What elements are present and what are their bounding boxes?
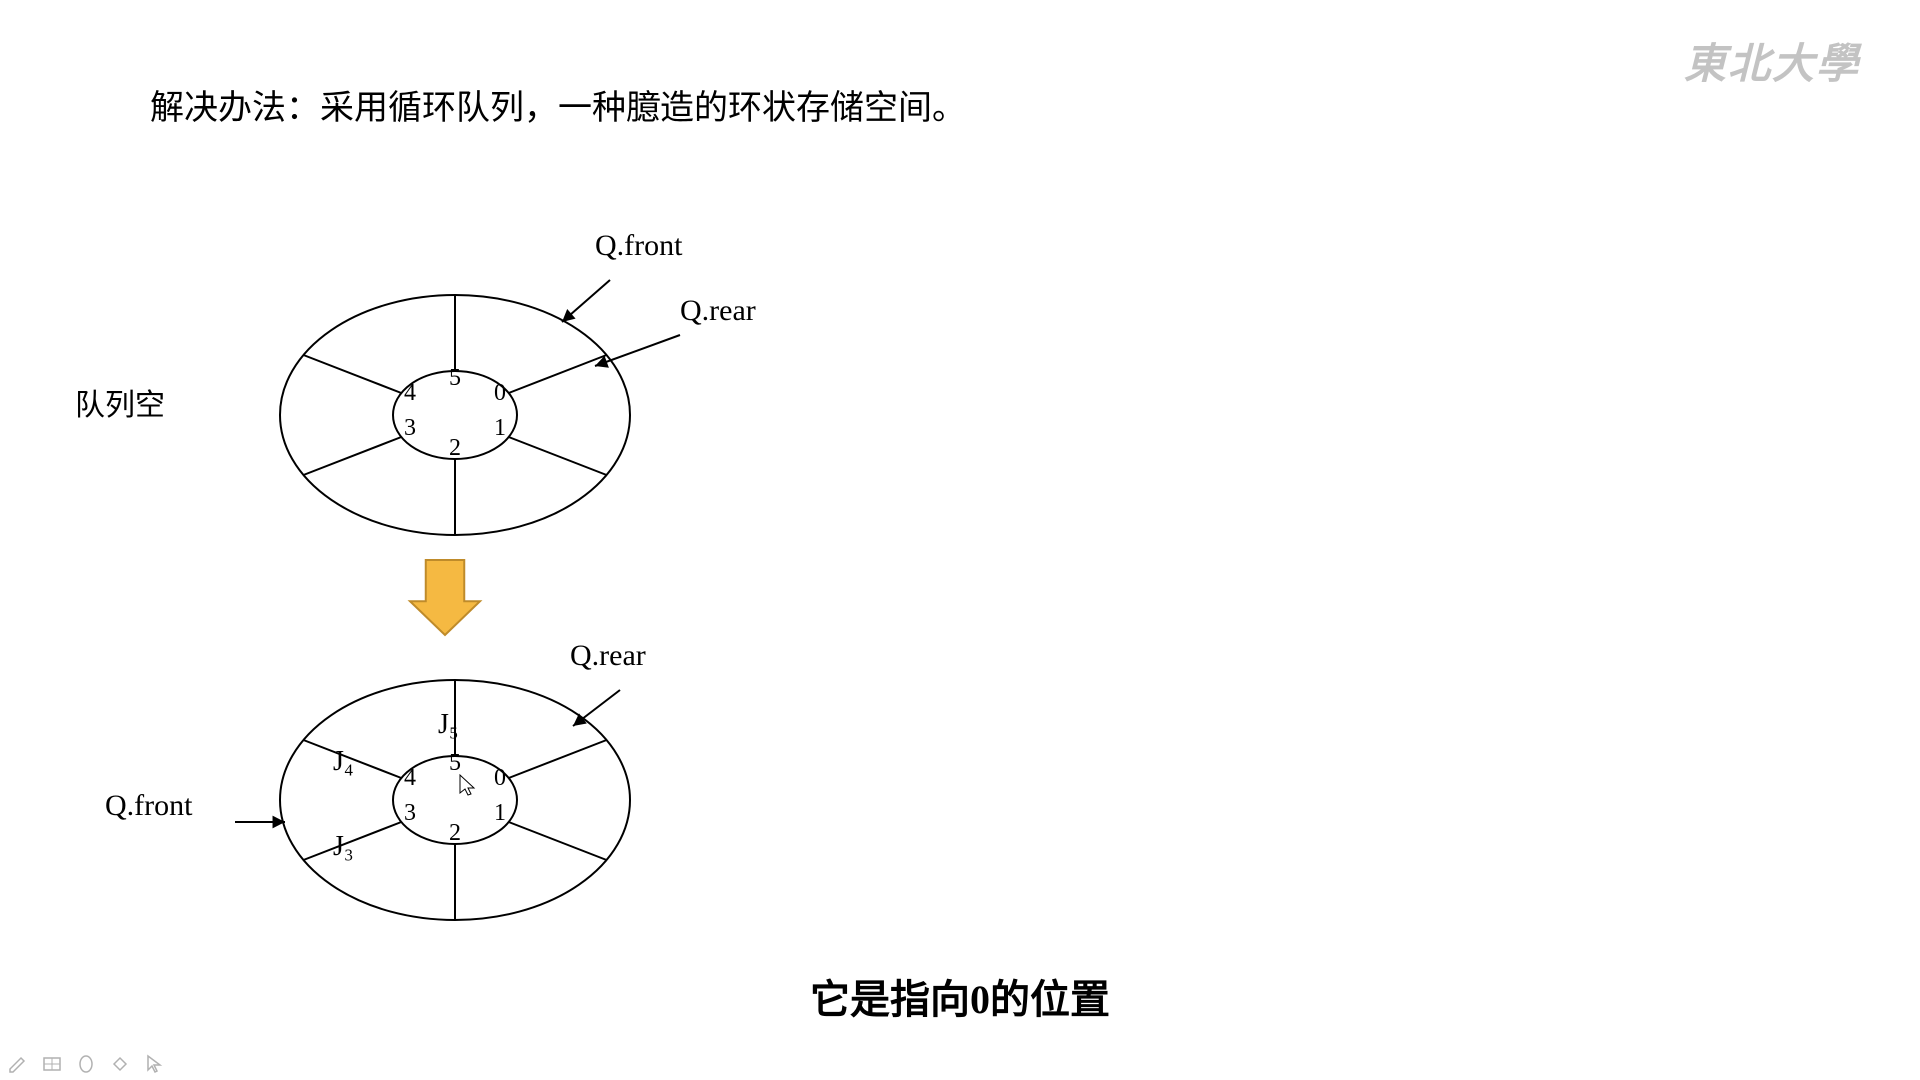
pen-icon[interactable] <box>8 1054 28 1074</box>
svg-text:1: 1 <box>494 415 506 441</box>
svg-text:Q.front: Q.front <box>105 789 193 822</box>
svg-text:Q.front: Q.front <box>595 229 683 262</box>
svg-text:J₃: J₃ <box>333 831 354 862</box>
pointer-icon[interactable] <box>144 1054 164 1074</box>
svg-text:5: 5 <box>449 750 461 776</box>
annotation-toolbar[interactable] <box>8 1054 164 1074</box>
svg-text:Q.rear: Q.rear <box>680 294 756 327</box>
video-subtitle: 它是指向0的位置 它是指向0的位置 <box>810 967 1110 1025</box>
svg-text:0: 0 <box>494 380 506 406</box>
svg-text:4: 4 <box>404 765 416 791</box>
svg-text:J₅: J₅ <box>438 709 459 740</box>
svg-text:1: 1 <box>494 800 506 826</box>
svg-text:3: 3 <box>404 415 416 441</box>
grid-icon[interactable] <box>42 1054 62 1074</box>
highlighter-icon[interactable] <box>76 1054 96 1074</box>
svg-text:3: 3 <box>404 800 416 826</box>
svg-text:5: 5 <box>449 365 461 391</box>
svg-text:Q.rear: Q.rear <box>570 639 646 672</box>
svg-text:4: 4 <box>404 380 416 406</box>
svg-text:0: 0 <box>494 765 506 791</box>
svg-text:J₄: J₄ <box>333 746 354 777</box>
svg-text:2: 2 <box>449 820 461 846</box>
svg-text:2: 2 <box>449 435 461 461</box>
eraser-icon[interactable] <box>110 1054 130 1074</box>
diagram-svg: 0 1 2 3 4 5 Q.front Q.rear 0 1 2 3 4 5 J₃ J₄ J₅ Q.rear Q.f… <box>0 0 1920 1080</box>
